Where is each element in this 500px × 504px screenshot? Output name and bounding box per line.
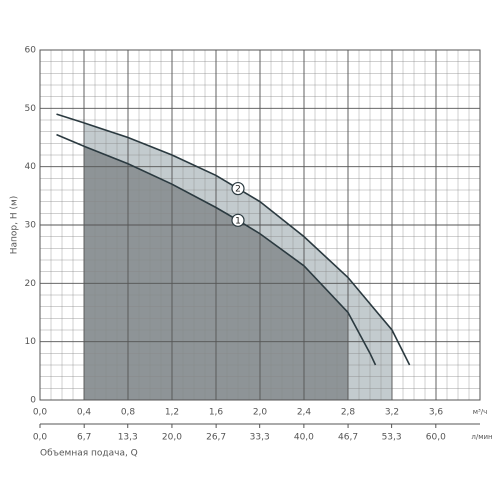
curve-marker bbox=[231, 181, 245, 196]
x2-tick-label: 53,3 bbox=[382, 433, 402, 443]
x-tick-label: 2,4 bbox=[297, 408, 312, 418]
x-axis-label: Объемная подача, Q bbox=[40, 449, 138, 459]
plot-frame bbox=[39, 49, 481, 401]
x2-tick-label: 6,7 bbox=[77, 433, 91, 443]
x2-tick-label: 13,3 bbox=[118, 433, 138, 443]
x-tick-label: 0,8 bbox=[121, 408, 136, 418]
x-tick-label: 1,6 bbox=[209, 408, 224, 418]
x-unit: м³/ч bbox=[473, 408, 488, 416]
y-axis-label: Напор, H (м) bbox=[10, 196, 20, 255]
x2-tick-label: 40,0 bbox=[294, 433, 314, 443]
y-tick-label: 40 bbox=[25, 162, 37, 172]
curve-marker bbox=[231, 213, 245, 227]
y-tick-label: 10 bbox=[25, 337, 37, 347]
curve-label: 1 bbox=[235, 216, 241, 226]
x2-tick-label: 46,7 bbox=[338, 433, 358, 443]
y-tick-label: 20 bbox=[25, 279, 37, 289]
y-tick-label: 30 bbox=[25, 221, 37, 231]
x2-tick-label: 60,0 bbox=[426, 433, 446, 443]
x-tick-label: 3,2 bbox=[385, 408, 399, 418]
x2-tick-label: 20,0 bbox=[162, 433, 182, 443]
y-tick-label: 60 bbox=[25, 46, 37, 56]
curve-label: 2 bbox=[235, 185, 241, 195]
x-tick-label: 3,6 bbox=[429, 408, 444, 418]
x2-unit: л/мин bbox=[471, 433, 492, 441]
x-tick-label: 0,4 bbox=[77, 408, 92, 418]
x-tick-label: 0,0 bbox=[33, 408, 48, 418]
x-tick-label: 1,2 bbox=[165, 408, 179, 418]
x2-tick-label: 33,3 bbox=[250, 433, 270, 443]
x-tick-label: 2,8 bbox=[341, 408, 356, 418]
x-tick-label: 2,0 bbox=[253, 408, 268, 418]
y-tick-label: 0 bbox=[30, 396, 36, 406]
y-tick-label: 50 bbox=[25, 104, 37, 114]
x2-tick-label: 26,7 bbox=[206, 433, 226, 443]
x2-tick-label: 0,0 bbox=[33, 433, 48, 443]
